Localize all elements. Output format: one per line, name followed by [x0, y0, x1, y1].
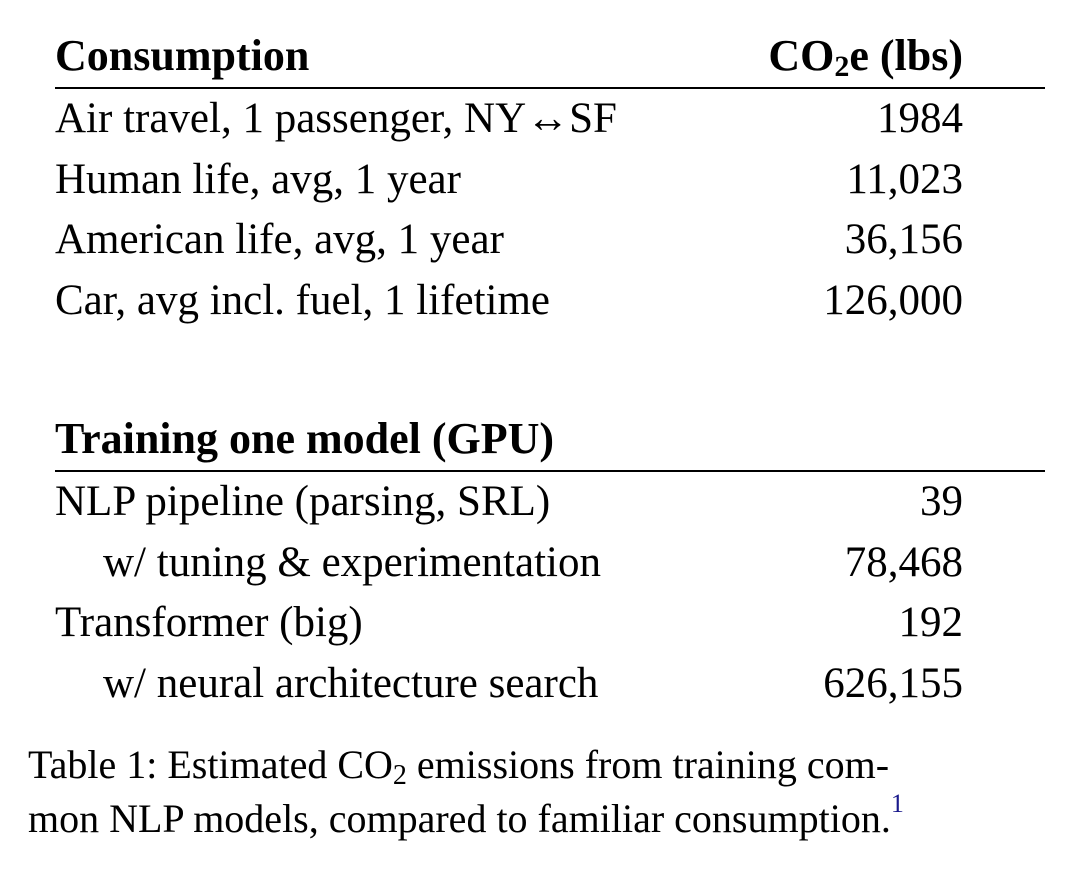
caption-line-2: mon NLP models, compared to familiar con… [28, 789, 1028, 846]
row-value: 36,156 [844, 216, 963, 263]
caption-suffix: emissions from training com- [406, 742, 890, 787]
caption-line-2-text: mon NLP models, compared to familiar con… [28, 796, 891, 841]
caption-subscript: 2 [392, 760, 407, 791]
row-label: w/ tuning & experimentation [103, 538, 601, 586]
footnote-link[interactable]: 1 [890, 789, 904, 818]
row-value: 39 [920, 478, 963, 525]
row-value: 1984 [877, 95, 963, 142]
caption-line-1: Table 1: Estimated CO2 emissions from tr… [28, 738, 1028, 792]
caption-prefix: Table 1: Estimated CO [28, 742, 393, 787]
row-label: Human life, avg, 1 year [55, 155, 461, 203]
column-header-training: Training one model (GPU) [55, 414, 555, 463]
column-header-co2e: CO2e (lbs) [768, 28, 963, 84]
co2e-suffix: e (lbs) [849, 31, 963, 80]
table-section-training: Training one model (GPU) NLP pipeline (p… [55, 411, 1045, 714]
table-row: Air travel, 1 passenger, NY↔SF 1984 [55, 89, 1045, 150]
table-row: w/ tuning & experimentation 78,468 [55, 533, 1045, 594]
section-header: Consumption CO2e (lbs) [55, 28, 1045, 87]
row-label: American life, avg, 1 year [55, 216, 504, 263]
row-value: 78,468 [844, 538, 963, 586]
row-value: 126,000 [823, 276, 963, 324]
row-value: 626,155 [823, 659, 963, 707]
row-label: Transformer (big) [55, 599, 363, 646]
table-section-consumption: Consumption CO2e (lbs) Air travel, 1 pas… [55, 28, 1045, 331]
table-row: Car, avg incl. fuel, 1 lifetime 126,000 [55, 271, 1045, 332]
row-label: NLP pipeline (parsing, SRL) [55, 478, 551, 525]
table-row: w/ neural architecture search 626,155 [55, 654, 1045, 715]
co2e-subscript: 2 [834, 50, 850, 83]
table-caption: Table 1: Estimated CO2 emissions from tr… [28, 738, 1028, 846]
table-row: American life, avg, 1 year 36,156 [55, 210, 1045, 271]
table-row: Transformer (big) 192 [55, 593, 1045, 654]
table-row: NLP pipeline (parsing, SRL) 39 [55, 472, 1045, 533]
section-spacer [55, 331, 1045, 411]
section-header: Training one model (GPU) [55, 411, 1045, 470]
row-label: w/ neural architecture search [103, 659, 599, 707]
row-value: 11,023 [846, 155, 963, 203]
row-label: Car, avg incl. fuel, 1 lifetime [55, 276, 551, 324]
emissions-table: Consumption CO2e (lbs) Air travel, 1 pas… [55, 28, 1045, 714]
column-header-consumption: Consumption [55, 31, 310, 80]
table-row: Human life, avg, 1 year 11,023 [55, 150, 1045, 211]
header-rule [55, 470, 1045, 472]
co2e-prefix: CO [768, 31, 835, 80]
header-rule [55, 87, 1045, 89]
row-label: Air travel, 1 passenger, NY↔SF [55, 95, 617, 142]
row-value: 192 [898, 599, 964, 646]
